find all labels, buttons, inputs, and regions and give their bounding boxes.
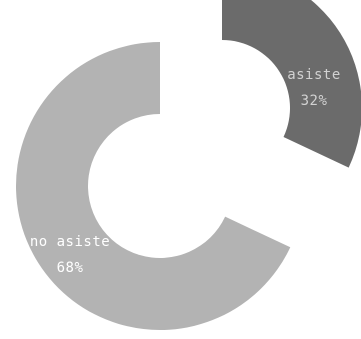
slice-value-asiste: 32% [301,93,328,109]
slice-asiste [222,0,361,168]
slice-no-asiste [15,42,291,330]
slice-label-asiste: asiste [287,67,341,83]
slice-label-no-asiste: no asiste [30,234,110,250]
slice-value-no-asiste: 68% [57,260,84,276]
